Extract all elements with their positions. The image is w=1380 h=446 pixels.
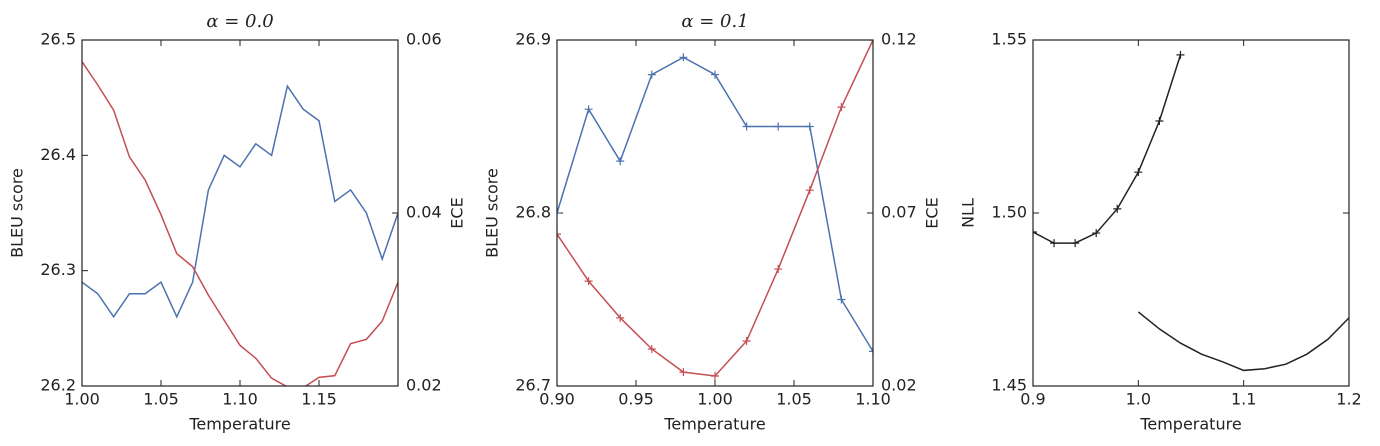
marker: [557, 209, 561, 217]
marker: [647, 70, 656, 79]
y-axis-label: BLEU score: [483, 168, 502, 258]
x-axis-label: Temperature: [663, 415, 765, 434]
marker: [584, 277, 593, 286]
chart-title: α = 0.0: [206, 11, 273, 32]
marker: [1092, 229, 1101, 238]
series-line: [557, 56, 873, 352]
y2-tick-label: 0.02: [881, 376, 917, 395]
marker: [679, 368, 688, 377]
marker: [1134, 168, 1143, 177]
plot-area: [557, 40, 873, 380]
marker: [805, 122, 814, 131]
marker: [616, 157, 625, 166]
series-line: [1033, 54, 1182, 244]
y2-axis-label: ECE: [448, 197, 467, 228]
marker: [711, 70, 719, 79]
marker: [837, 103, 846, 112]
y-tick-label: 26.2: [40, 376, 76, 395]
marker: [584, 105, 593, 114]
marker: [869, 347, 873, 356]
plot-frame: [556, 39, 874, 387]
plot-frame: [81, 39, 399, 387]
x-tick-label: 1.10: [222, 390, 258, 409]
marker: [837, 295, 846, 304]
y2-tick-label: 0.07: [881, 203, 917, 222]
marker: [1176, 50, 1185, 59]
y-tick-label: 1.45: [991, 376, 1027, 395]
series-line: [82, 84, 398, 319]
marker: [1071, 239, 1080, 248]
y-axis-label: NLL: [959, 198, 978, 228]
marker: [742, 122, 751, 131]
y-tick-label: 26.7: [515, 376, 551, 395]
marker: [774, 265, 783, 274]
marker: [647, 344, 656, 353]
marker: [557, 230, 561, 239]
x-tick-label: 0.90: [539, 390, 575, 409]
marker: [679, 53, 688, 62]
marker: [1050, 239, 1059, 248]
marker: [774, 122, 783, 131]
x-tick-label: 1.00: [697, 390, 733, 409]
y-tick-label: 26.5: [40, 30, 76, 49]
x-tick-label: 1.2: [1336, 390, 1361, 409]
plot-frame: [1032, 39, 1350, 387]
x-axis-label: Temperature: [188, 415, 290, 434]
marker: [742, 337, 751, 346]
x-tick-label: 1.05: [143, 390, 179, 409]
x-tick-label: 1.00: [64, 390, 100, 409]
y-tick-label: 26.8: [515, 203, 551, 222]
marker: [711, 371, 719, 380]
panel: 1.00 1.05 1.10 1.15 26.2 26.3 26.4 26.5 0.02 0.04…: [8, 11, 467, 434]
x-tick-label: 0.9: [1020, 390, 1045, 409]
x-tick-label: 1.05: [776, 390, 812, 409]
panel: 0.90 0.95 1.00 1.05 1.10 26.7 26.8 26.9 0.02 0.07…: [483, 11, 942, 434]
y-axis-label: BLEU score: [8, 168, 27, 258]
y2-tick-label: 0.04: [406, 203, 442, 222]
marker: [1155, 116, 1164, 125]
y-tick-label: 26.9: [515, 30, 551, 49]
marker: [1033, 228, 1037, 237]
y2-axis-label: ECE: [923, 197, 942, 228]
chart-title: α = 0.1: [681, 11, 748, 32]
y2-tick-label: 0.02: [406, 376, 442, 395]
plot-area: [82, 61, 398, 386]
y-tick-label: 26.4: [40, 145, 76, 164]
y-tick-label: 1.55: [991, 30, 1027, 49]
x-axis-label: Temperature: [1139, 415, 1241, 434]
x-tick-label: 1.15: [301, 390, 337, 409]
marker: [805, 186, 814, 195]
x-tick-label: 1.1: [1231, 390, 1256, 409]
y-tick-label: 26.3: [40, 260, 76, 279]
x-tick-label: 1.10: [855, 390, 891, 409]
series-line: [557, 40, 873, 377]
marker: [616, 313, 625, 322]
y-tick-label: 1.50: [991, 203, 1027, 222]
x-tick-label: 1.0: [1126, 390, 1151, 409]
x-tick-label: 0.95: [618, 390, 654, 409]
y2-tick-label: 0.06: [406, 30, 442, 49]
series-line: [1137, 311, 1349, 372]
plot-area: [1033, 50, 1349, 372]
marker: [1113, 204, 1122, 213]
y2-tick-label: 0.12: [881, 30, 917, 49]
panel: 0.9 1.0 1.1 1.2 1.45 1.50 1.55 Temperature NLL: [959, 30, 1362, 434]
series-line: [82, 61, 398, 386]
